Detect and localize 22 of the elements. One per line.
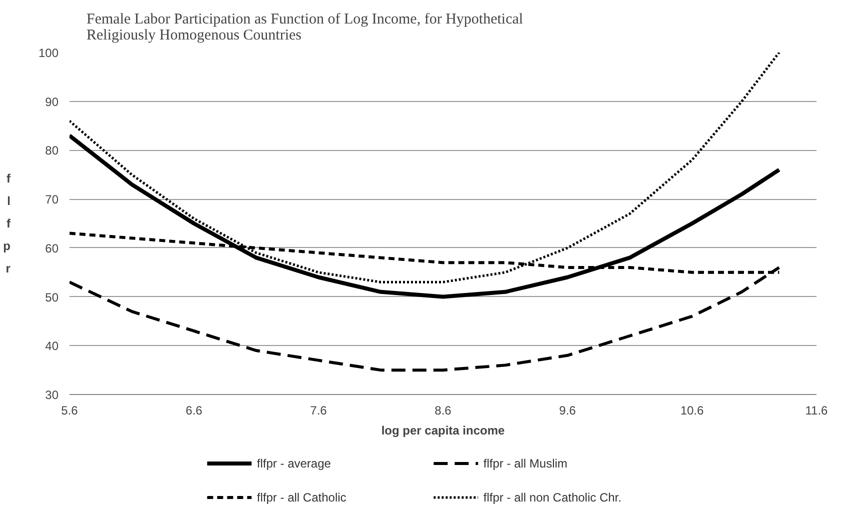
legend-label: flfpr - all Muslim bbox=[483, 456, 568, 470]
y-tick-label: 30 bbox=[45, 388, 59, 402]
x-tick-label: 11.6 bbox=[805, 404, 828, 418]
legend-label: flfpr - all Catholic bbox=[256, 490, 346, 504]
chart-title: Female Labor Participation as Function of Log Income, for Hypothetical Religiously Homogenous Countries bbox=[86, 12, 524, 44]
x-tick-label: 8.6 bbox=[434, 404, 452, 418]
x-axis-title: log per capita income bbox=[381, 424, 506, 438]
x-tick-label: 5.6 bbox=[61, 404, 78, 418]
x-tick-label: 6.6 bbox=[186, 404, 203, 418]
y-tick-label: 60 bbox=[45, 241, 59, 256]
y-tick-label: 100 bbox=[38, 46, 59, 60]
y-tick-label: 40 bbox=[45, 339, 59, 354]
x-tick-label: 10.6 bbox=[680, 404, 704, 418]
y-tick-label: 80 bbox=[45, 144, 59, 158]
x-tick-label: 9.6 bbox=[559, 404, 576, 418]
x-tick-label: 7.6 bbox=[310, 404, 328, 418]
y-tick-label: 50 bbox=[45, 290, 59, 304]
y-axis-title: flfpr bbox=[3, 172, 12, 276]
legend-label: flfpr - all non Catholic Chr. bbox=[483, 490, 622, 504]
y-tick-label: 70 bbox=[45, 192, 59, 207]
legend-label: flfpr - average bbox=[256, 456, 332, 470]
y-tick-label: 90 bbox=[45, 94, 59, 109]
